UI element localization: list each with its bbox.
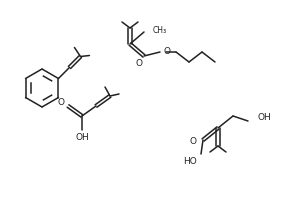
Text: CH₃: CH₃ (153, 26, 167, 34)
Text: OH: OH (75, 132, 89, 142)
Text: O: O (57, 97, 64, 107)
Text: O: O (163, 47, 170, 55)
Text: O: O (135, 59, 142, 68)
Text: O: O (190, 137, 197, 146)
Text: HO: HO (183, 158, 197, 166)
Text: OH: OH (258, 112, 272, 122)
